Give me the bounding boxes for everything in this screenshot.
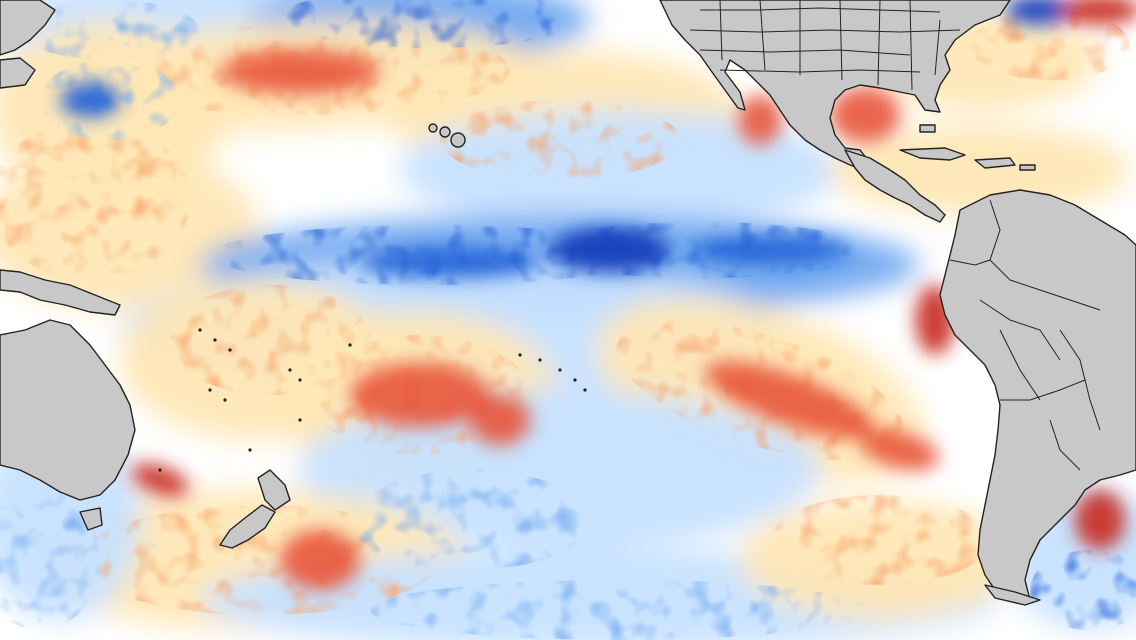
island-dot bbox=[518, 353, 522, 357]
hawaii-islands bbox=[428, 123, 466, 148]
island-dot bbox=[228, 348, 232, 352]
island bbox=[439, 126, 451, 138]
island-dot bbox=[538, 358, 542, 362]
country-borders bbox=[949, 199, 1101, 471]
island-dot bbox=[198, 328, 202, 332]
pacific-island-dots bbox=[158, 328, 587, 472]
tasmania-landmass bbox=[79, 507, 103, 531]
island bbox=[919, 124, 936, 133]
anomaly-region bbox=[20, 0, 200, 60]
anomaly-region bbox=[0, 120, 190, 280]
borneo-landmass bbox=[0, 57, 36, 89]
anomaly-core-region bbox=[360, 246, 540, 278]
anomaly-region bbox=[0, 490, 100, 630]
anomaly-core-region bbox=[1005, 0, 1075, 25]
state-borders bbox=[689, 0, 961, 91]
anomaly-core-region bbox=[60, 82, 120, 118]
island-dot bbox=[158, 468, 162, 472]
anomaly-core-region bbox=[830, 87, 900, 143]
anomaly-region bbox=[170, 285, 370, 395]
island bbox=[974, 157, 1016, 169]
island-dot bbox=[583, 388, 587, 392]
anomaly-region bbox=[80, 505, 440, 615]
island-dot bbox=[223, 398, 227, 402]
island-dot bbox=[348, 343, 352, 347]
new-zealand-south-island bbox=[219, 504, 276, 549]
anomaly-region bbox=[770, 495, 990, 585]
caribbean-islands-group bbox=[899, 124, 1036, 171]
central-america-landmass bbox=[844, 149, 946, 223]
island-dot bbox=[298, 418, 302, 422]
anomaly-region bbox=[350, 470, 590, 570]
anomaly-region bbox=[1030, 550, 1136, 630]
island-dot bbox=[288, 368, 292, 372]
anomaly-region bbox=[970, 10, 1130, 80]
anomaly-core-region bbox=[861, 429, 939, 471]
island-dot bbox=[558, 368, 562, 372]
anomaly-core-region bbox=[131, 463, 189, 497]
island bbox=[1019, 164, 1036, 171]
anomaly-region bbox=[370, 580, 870, 640]
anomaly-core-region bbox=[470, 395, 530, 445]
island-dot bbox=[208, 388, 212, 392]
anomaly-core-region bbox=[350, 363, 490, 427]
anomaly-core-region bbox=[220, 50, 380, 94]
anomaly-region bbox=[440, 100, 680, 180]
australia-landmass bbox=[0, 319, 136, 501]
tierra-del-fuego-landmass bbox=[984, 584, 1041, 606]
island bbox=[450, 132, 466, 148]
anomaly-core-region bbox=[1060, 0, 1136, 25]
island-dot bbox=[298, 378, 302, 382]
anomaly-core-region bbox=[690, 236, 850, 264]
anomaly-core-region bbox=[738, 95, 782, 145]
anomaly-field-core bbox=[60, 0, 1136, 590]
sumatra-landmass bbox=[0, 0, 56, 56]
new-zealand-north-island bbox=[257, 469, 291, 511]
landmasses bbox=[0, 0, 1136, 606]
anomaly-core-region bbox=[704, 361, 876, 439]
island bbox=[428, 123, 438, 133]
anomaly-core-region bbox=[550, 228, 670, 272]
anomaly-core-region bbox=[280, 530, 360, 590]
anomaly-core-region bbox=[1075, 490, 1125, 550]
island-dot bbox=[213, 338, 217, 342]
island-dot bbox=[573, 378, 577, 382]
anomaly-region bbox=[280, 0, 580, 48]
maritime-southeast-asia-landmass bbox=[0, 269, 121, 316]
island bbox=[899, 147, 966, 161]
island-dot bbox=[248, 448, 252, 452]
